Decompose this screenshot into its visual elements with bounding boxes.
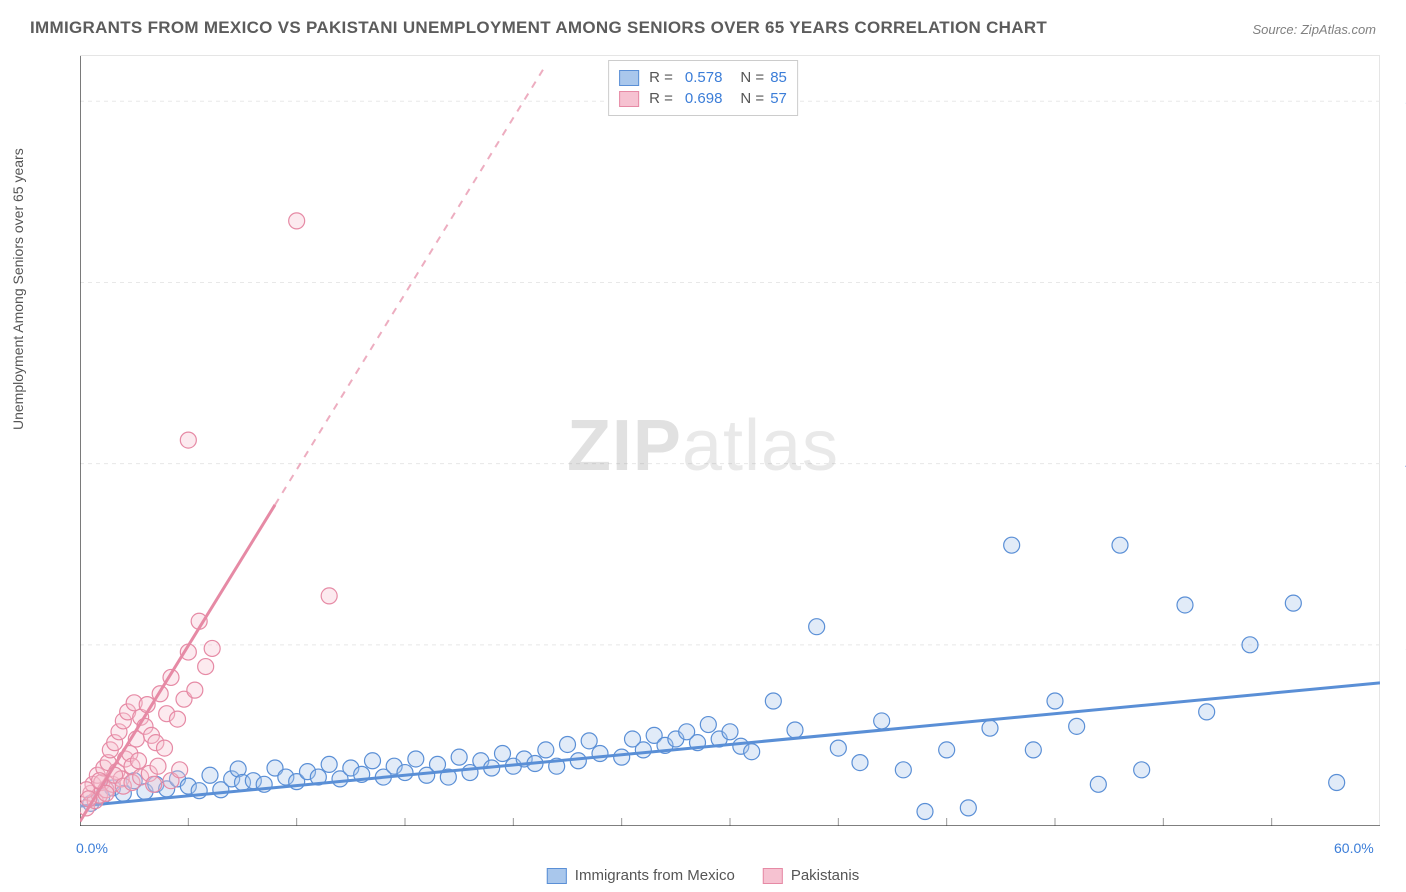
correlation-legend: R = 0.578N = 85R = 0.698N = 57 xyxy=(608,60,798,116)
legend-stat-row: R = 0.698N = 57 xyxy=(619,88,787,109)
source-attribution: Source: ZipAtlas.com xyxy=(1252,22,1376,37)
chart-area: 20.0%40.0%60.0%80.0% 0.0%60.0% xyxy=(80,55,1380,825)
scatter-plot xyxy=(80,56,1380,826)
chart-title: IMMIGRANTS FROM MEXICO VS PAKISTANI UNEM… xyxy=(30,18,1047,38)
legend-label: Immigrants from Mexico xyxy=(575,867,735,884)
legend-swatch xyxy=(619,70,639,86)
legend-label: Pakistanis xyxy=(791,867,859,884)
legend-item: Immigrants from Mexico xyxy=(547,867,735,884)
legend-swatch xyxy=(619,91,639,107)
x-tick-label: 0.0% xyxy=(76,840,108,856)
y-axis-label: Unemployment Among Seniors over 65 years xyxy=(10,148,26,430)
legend-stat-row: R = 0.578N = 85 xyxy=(619,67,787,88)
legend-swatch xyxy=(763,868,783,884)
x-tick-label: 60.0% xyxy=(1334,840,1374,856)
series-legend: Immigrants from Mexico Pakistanis xyxy=(547,867,859,884)
legend-swatch xyxy=(547,868,567,884)
legend-item: Pakistanis xyxy=(763,867,859,884)
